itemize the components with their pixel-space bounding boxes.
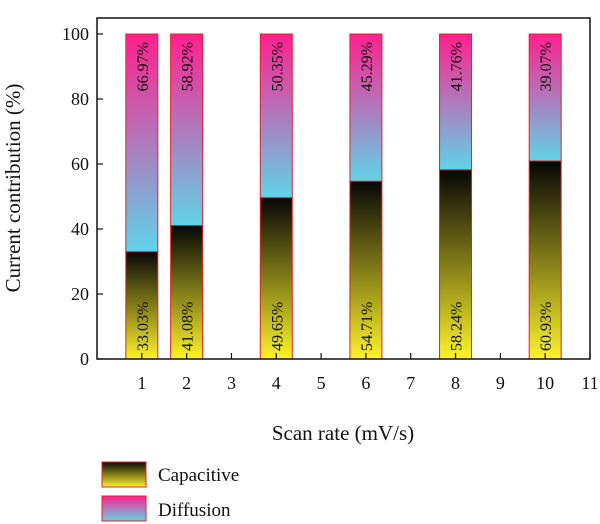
bar-label-diffusion-10: 39.07% [538, 42, 555, 91]
x-tick-label-7: 7 [406, 373, 415, 393]
x-tick-label-2: 2 [182, 373, 191, 393]
bar-label-diffusion-1: 66.97% [135, 42, 152, 91]
y-tick-label-100: 100 [62, 24, 89, 44]
bar-diffusion-8 [439, 33, 473, 171]
legend: Capacitive Diffusion [101, 461, 239, 522]
y-tick-label-80: 80 [71, 89, 89, 109]
y-axis-title: Current contribution (%) [1, 84, 25, 293]
bar-diffusion-10 [528, 33, 562, 162]
y-tick-label-20: 20 [71, 284, 89, 304]
bar-label-capacitive-10: 60.93% [538, 302, 555, 351]
bar-capacitive-10 [528, 160, 562, 360]
x-tick-label-10: 10 [536, 373, 554, 393]
bar-label-diffusion-8: 41.76% [449, 42, 466, 91]
bar-diffusion-4 [259, 33, 293, 199]
plot-frame [96, 17, 591, 360]
bar-label-capacitive-4: 49.65% [269, 302, 286, 351]
bar-label-capacitive-8: 58.24% [449, 302, 466, 351]
x-tick-label-3: 3 [227, 373, 236, 393]
bar-label-capacitive-1: 33.03% [135, 302, 152, 351]
legend-label-capacitive: Capacitive [158, 465, 239, 486]
bar-label-diffusion-6: 45.29% [359, 42, 376, 91]
x-tick-label-9: 9 [496, 373, 505, 393]
y-tick-label-40: 40 [71, 219, 89, 239]
bar-label-diffusion-2: 58.92% [180, 42, 197, 91]
x-tick-label-6: 6 [361, 373, 370, 393]
x-tick-label-8: 8 [451, 373, 460, 393]
legend-label-diffusion: Diffusion [158, 500, 231, 521]
bar-label-capacitive-2: 41.08% [180, 302, 197, 351]
x-tick-label-4: 4 [272, 373, 281, 393]
bar-diffusion-2 [170, 33, 204, 226]
y-tick-label-0: 0 [80, 349, 89, 369]
bar-diffusion-6 [349, 33, 383, 182]
y-tick-label-60: 60 [71, 154, 89, 174]
axes-layer: 0 20 40 60 80 100 1 2 3 4 5 6 7 8 9 10 11 [62, 24, 599, 393]
bar-label-capacitive-6: 54.71% [359, 302, 376, 351]
bars-layer [125, 33, 562, 360]
bar-labels-layer: 33.03% 66.97% 41.08% 58.92% 49.65% 50.35% 54.7… [135, 42, 555, 351]
x-tick-label-5: 5 [317, 373, 326, 393]
x-tick-label-1: 1 [137, 373, 146, 393]
bar-diffusion-1 [125, 33, 159, 253]
x-axis-title: Scan rate (mV/s) [272, 421, 414, 445]
bar-label-diffusion-4: 50.35% [269, 42, 286, 91]
legend-swatch-capacitive [101, 461, 147, 488]
bar-capacitive-1 [125, 251, 159, 360]
legend-swatch-diffusion [101, 495, 147, 522]
x-tick-label-11: 11 [581, 373, 598, 393]
